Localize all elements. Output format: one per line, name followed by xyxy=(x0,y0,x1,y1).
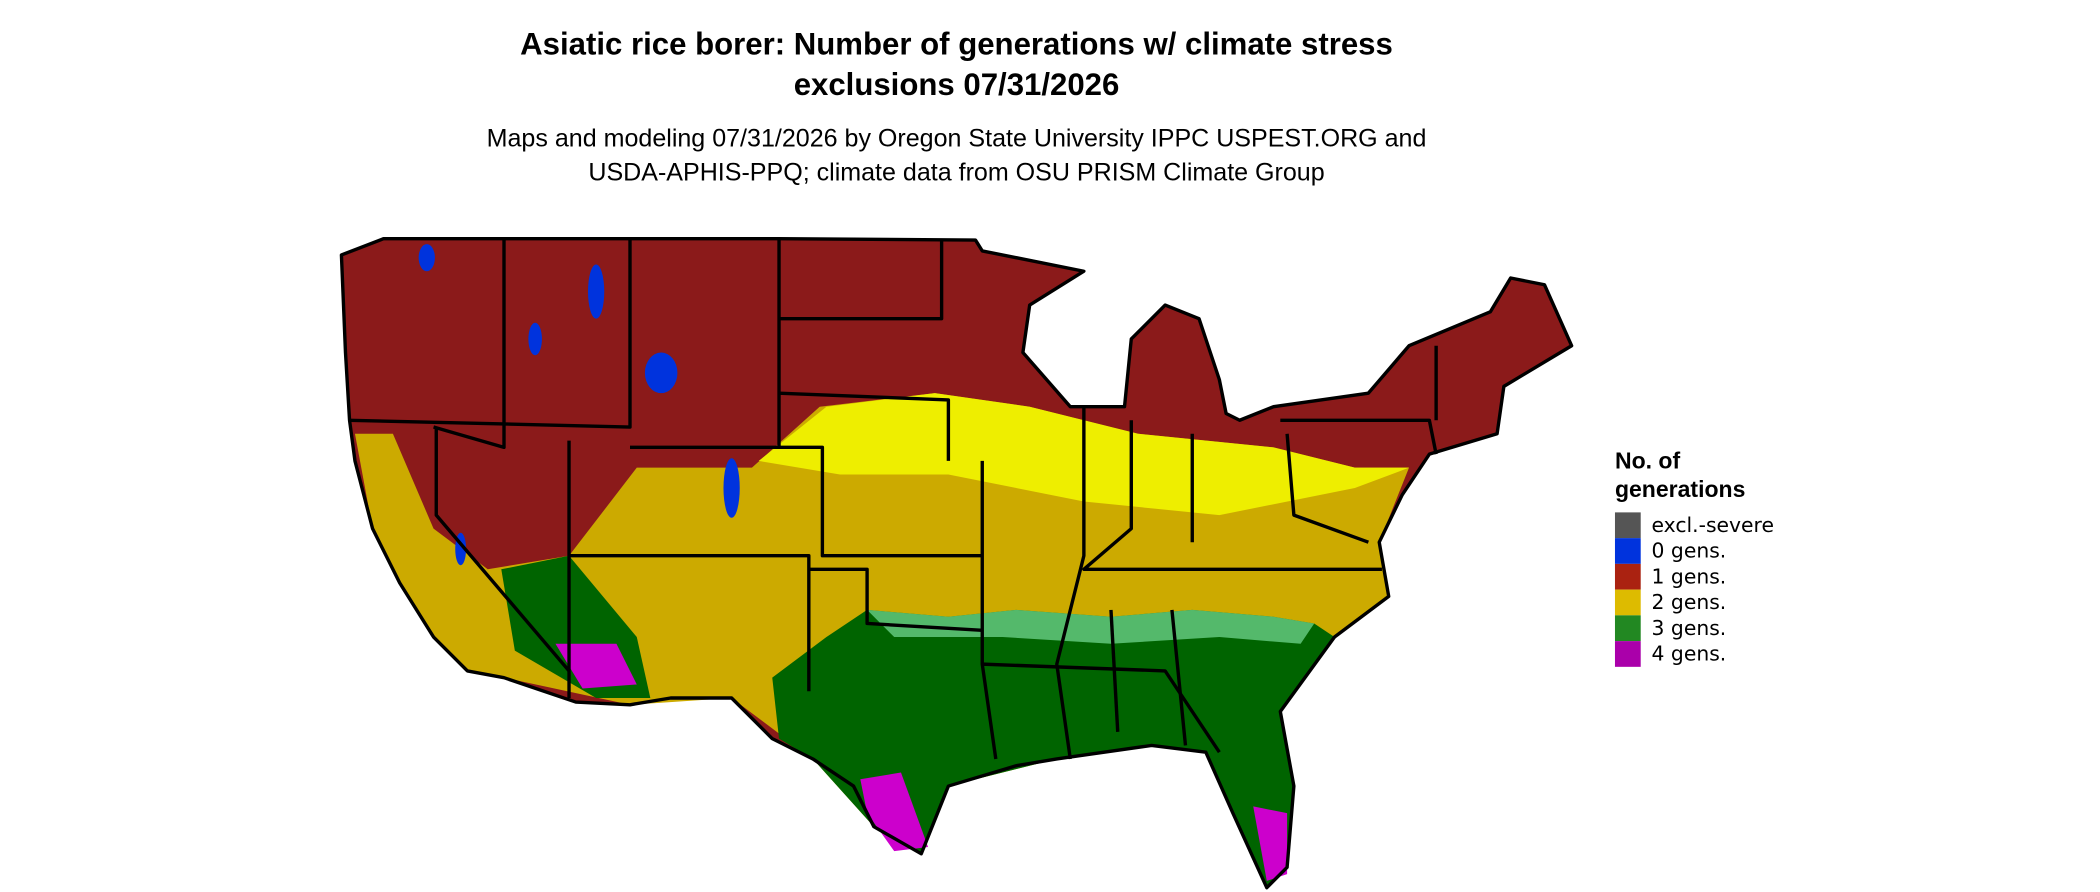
legend-swatch xyxy=(1614,538,1641,564)
legend-swatch xyxy=(1614,589,1641,616)
legend-label: 1 gens. xyxy=(1652,564,1727,588)
legend-swatch xyxy=(1614,641,1641,667)
legend-title: No. of xyxy=(1615,447,1681,473)
region-3-gen xyxy=(772,609,1335,888)
region-4-gen xyxy=(555,643,637,689)
legend-swatch xyxy=(1614,563,1641,590)
region-4-gen xyxy=(860,772,929,852)
legend-label: 4 gens. xyxy=(1652,642,1727,666)
legend-label: 2 gens. xyxy=(1652,590,1727,614)
region-0-gen xyxy=(418,244,740,566)
legend-swatch xyxy=(1614,615,1641,642)
subtitle: Maps and modeling 07/31/2026 by Oregon S… xyxy=(487,124,1427,152)
us-map xyxy=(339,237,1574,890)
legend-label: 0 gens. xyxy=(1652,539,1727,563)
legend-swatch xyxy=(1614,512,1641,539)
state-lines xyxy=(339,237,1574,890)
legend-label: excl.-severe xyxy=(1652,513,1774,537)
legend-label: 3 gens. xyxy=(1652,616,1727,640)
title: Asiatic rice borer: Number of generation… xyxy=(520,27,1393,62)
region-4-gen xyxy=(1253,806,1288,881)
legend-title: generations xyxy=(1615,476,1745,502)
region-3-gen-light xyxy=(867,609,1315,644)
title: exclusions 07/31/2026 xyxy=(794,67,1120,102)
subtitle: USDA-APHIS-PPQ; climate data from OSU PR… xyxy=(588,158,1324,186)
